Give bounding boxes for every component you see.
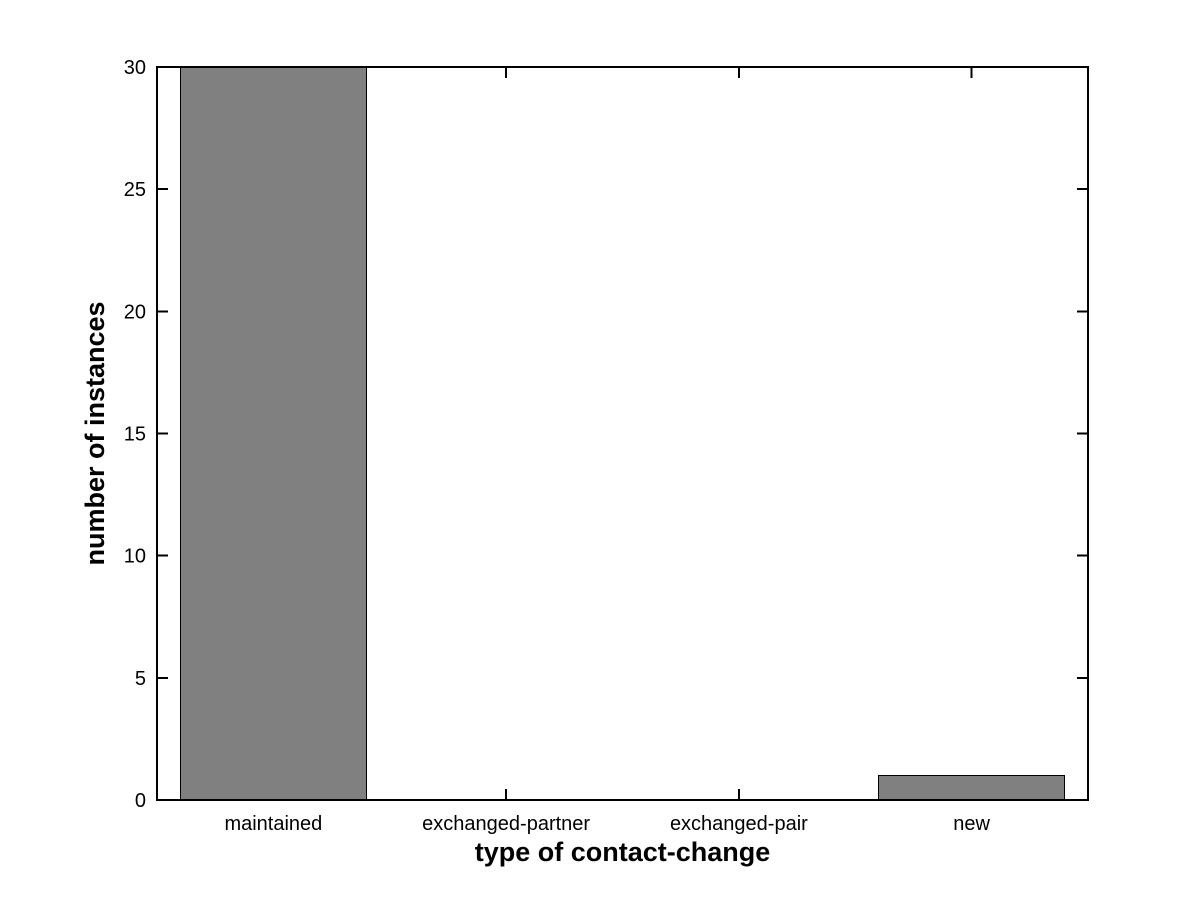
y-tick-label: 20 [124, 301, 146, 323]
x-category-label: exchanged-pair [670, 813, 808, 835]
x-category-label: exchanged-partner [422, 813, 590, 835]
x-category-label: new [953, 813, 990, 835]
plot-border [156, 66, 1089, 801]
bar-new [878, 775, 1066, 801]
y-tick-label: 25 [124, 179, 146, 201]
y-tick-label: 0 [135, 790, 146, 812]
y-tick-label: 15 [124, 424, 146, 446]
x-category-label: maintained [224, 813, 322, 835]
bar-maintained [179, 66, 367, 801]
y-tick-label: 10 [124, 546, 146, 568]
x-axis-title: type of contact-change [475, 837, 771, 867]
y-tick-label: 5 [135, 668, 146, 690]
y-tick-label: 30 [124, 57, 146, 79]
y-axis-title: number of instances [80, 301, 110, 565]
